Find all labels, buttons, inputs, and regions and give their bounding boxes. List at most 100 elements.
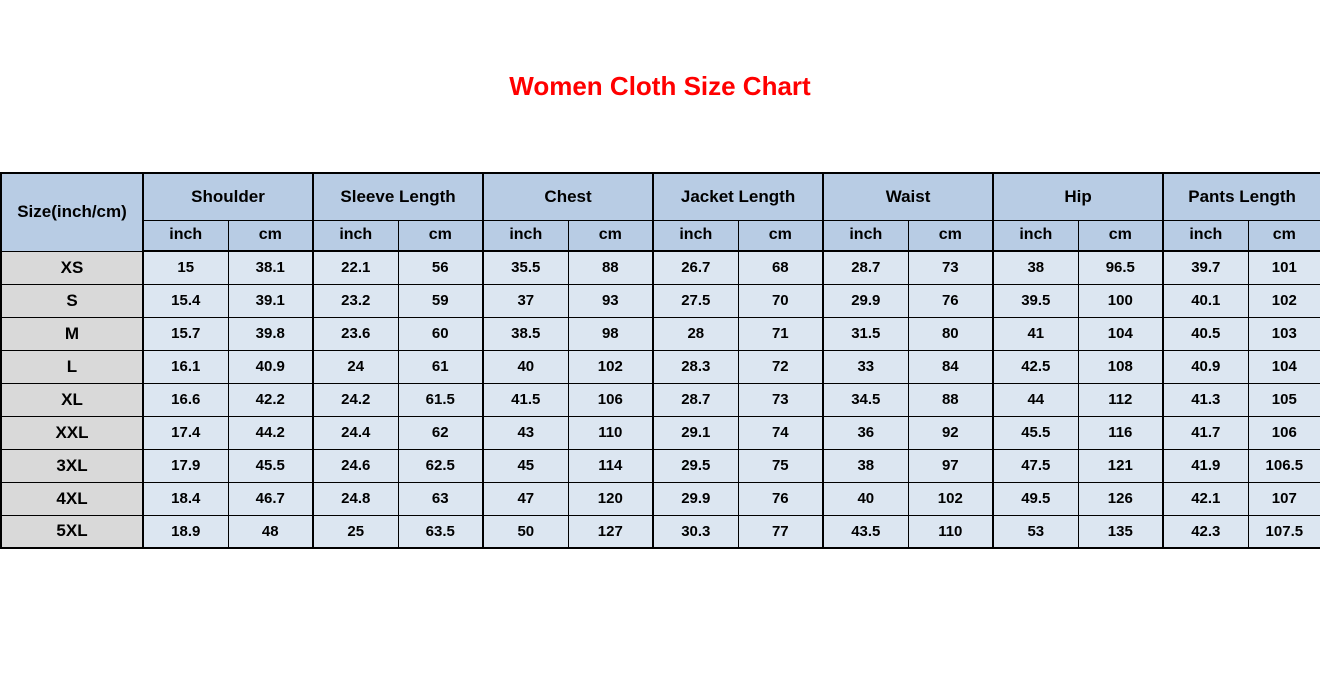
value-cell: 29.9 bbox=[652, 481, 739, 516]
value-cell: 93 bbox=[567, 283, 654, 318]
table-row-5xl: 5XL 18.9 48 25 63.5 50 127 30.3 77 43.5 110 53 135 42… bbox=[0, 514, 1320, 549]
value-cell: 80 bbox=[907, 316, 994, 351]
value-cell: 135 bbox=[1077, 514, 1164, 549]
value-cell: 102 bbox=[1247, 283, 1320, 318]
value-cell: 40 bbox=[482, 349, 569, 384]
table-body: XS 15 38.1 22.1 56 35.5 88 26.7 68 28.7 73 38 96.5 39… bbox=[0, 250, 1320, 549]
size-cell: 3XL bbox=[0, 448, 144, 483]
value-cell: 40 bbox=[822, 481, 909, 516]
value-cell: 116 bbox=[1077, 415, 1164, 450]
value-cell: 103 bbox=[1247, 316, 1320, 351]
value-cell: 112 bbox=[1077, 382, 1164, 417]
value-cell: 73 bbox=[907, 250, 994, 285]
value-cell: 45 bbox=[482, 448, 569, 483]
size-cell: S bbox=[0, 283, 144, 318]
unit-header-cm: cm bbox=[737, 219, 824, 252]
group-header-pants-length: Pants Length bbox=[1162, 172, 1320, 221]
value-cell: 110 bbox=[907, 514, 994, 549]
group-header-chest: Chest bbox=[482, 172, 654, 221]
value-cell: 33 bbox=[822, 349, 909, 384]
value-cell: 38.5 bbox=[482, 316, 569, 351]
value-cell: 25 bbox=[312, 514, 399, 549]
table-row-3xl: 3XL 17.9 45.5 24.6 62.5 45 114 29.5 75 38 97 47.5 12… bbox=[0, 448, 1320, 483]
value-cell: 92 bbox=[907, 415, 994, 450]
value-cell: 74 bbox=[737, 415, 824, 450]
value-cell: 75 bbox=[737, 448, 824, 483]
value-cell: 41.7 bbox=[1162, 415, 1249, 450]
size-chart-table: Size(inch/cm) Shoulder Sleeve Length Chest J… bbox=[0, 172, 1320, 549]
table-row-l: L 16.1 40.9 24 61 40 102 28.3 72 33 84 42.5 108 40.9 1… bbox=[0, 349, 1320, 384]
value-cell: 41.9 bbox=[1162, 448, 1249, 483]
value-cell: 42.5 bbox=[992, 349, 1079, 384]
value-cell: 47.5 bbox=[992, 448, 1079, 483]
group-header-waist: Waist bbox=[822, 172, 994, 221]
value-cell: 48 bbox=[227, 514, 314, 549]
value-cell: 60 bbox=[397, 316, 484, 351]
value-cell: 105 bbox=[1247, 382, 1320, 417]
value-cell: 29.1 bbox=[652, 415, 739, 450]
value-cell: 50 bbox=[482, 514, 569, 549]
unit-header-cm: cm bbox=[227, 219, 314, 252]
value-cell: 26.7 bbox=[652, 250, 739, 285]
value-cell: 104 bbox=[1077, 316, 1164, 351]
value-cell: 16.1 bbox=[142, 349, 229, 384]
unit-header-row: inch cm inch cm inch cm inch cm inch cm inch cm inch… bbox=[1, 219, 1320, 252]
size-cell: M bbox=[0, 316, 144, 351]
value-cell: 30.3 bbox=[652, 514, 739, 549]
value-cell: 15 bbox=[142, 250, 229, 285]
unit-header-inch: inch bbox=[142, 219, 229, 252]
table-row-m: M 15.7 39.8 23.6 60 38.5 98 28 71 31.5 80 41 104 40.5… bbox=[0, 316, 1320, 351]
unit-header-cm: cm bbox=[567, 219, 654, 252]
unit-header-inch: inch bbox=[482, 219, 569, 252]
value-cell: 39.5 bbox=[992, 283, 1079, 318]
value-cell: 63.5 bbox=[397, 514, 484, 549]
value-cell: 17.4 bbox=[142, 415, 229, 450]
value-cell: 88 bbox=[567, 250, 654, 285]
table-row-s: S 15.4 39.1 23.2 59 37 93 27.5 70 29.9 76 39.5 100 40… bbox=[0, 283, 1320, 318]
value-cell: 47 bbox=[482, 481, 569, 516]
value-cell: 17.9 bbox=[142, 448, 229, 483]
value-cell: 39.8 bbox=[227, 316, 314, 351]
table-row-xl: XL 16.6 42.2 24.2 61.5 41.5 106 28.7 73 34.5 88 44 1… bbox=[0, 382, 1320, 417]
value-cell: 24.4 bbox=[312, 415, 399, 450]
value-cell: 29.9 bbox=[822, 283, 909, 318]
value-cell: 40.9 bbox=[1162, 349, 1249, 384]
value-cell: 43.5 bbox=[822, 514, 909, 549]
table-header: Size(inch/cm) Shoulder Sleeve Length Chest J… bbox=[0, 172, 1320, 252]
value-cell: 88 bbox=[907, 382, 994, 417]
value-cell: 31.5 bbox=[822, 316, 909, 351]
value-cell: 41.3 bbox=[1162, 382, 1249, 417]
value-cell: 98 bbox=[567, 316, 654, 351]
value-cell: 77 bbox=[737, 514, 824, 549]
value-cell: 42.3 bbox=[1162, 514, 1249, 549]
group-header-shoulder: Shoulder bbox=[141, 172, 314, 221]
value-cell: 126 bbox=[1077, 481, 1164, 516]
value-cell: 101 bbox=[1247, 250, 1320, 285]
value-cell: 62 bbox=[397, 415, 484, 450]
value-cell: 41 bbox=[992, 316, 1079, 351]
value-cell: 35.5 bbox=[482, 250, 569, 285]
value-cell: 102 bbox=[907, 481, 994, 516]
value-cell: 15.4 bbox=[142, 283, 229, 318]
value-cell: 121 bbox=[1077, 448, 1164, 483]
value-cell: 18.4 bbox=[142, 481, 229, 516]
value-cell: 41.5 bbox=[482, 382, 569, 417]
size-cell: L bbox=[0, 349, 144, 384]
value-cell: 24.2 bbox=[312, 382, 399, 417]
value-cell: 28 bbox=[652, 316, 739, 351]
group-header-row: Size(inch/cm) Shoulder Sleeve Length Chest J… bbox=[0, 172, 1320, 252]
value-cell: 43 bbox=[482, 415, 569, 450]
unit-header-cm: cm bbox=[1077, 219, 1164, 252]
value-cell: 37 bbox=[482, 283, 569, 318]
value-cell: 107.5 bbox=[1247, 514, 1320, 549]
value-cell: 100 bbox=[1077, 283, 1164, 318]
value-cell: 68 bbox=[737, 250, 824, 285]
size-cell: XL bbox=[0, 382, 144, 417]
unit-header-cm: cm bbox=[397, 219, 484, 252]
value-cell: 23.2 bbox=[312, 283, 399, 318]
size-cell: XS bbox=[0, 250, 144, 285]
group-header-jacket-length: Jacket Length bbox=[652, 172, 824, 221]
unit-header-inch: inch bbox=[312, 219, 399, 252]
value-cell: 18.9 bbox=[142, 514, 229, 549]
table-row-xxl: XXL 17.4 44.2 24.4 62 43 110 29.1 74 36 92 45.5 116 4… bbox=[0, 415, 1320, 450]
